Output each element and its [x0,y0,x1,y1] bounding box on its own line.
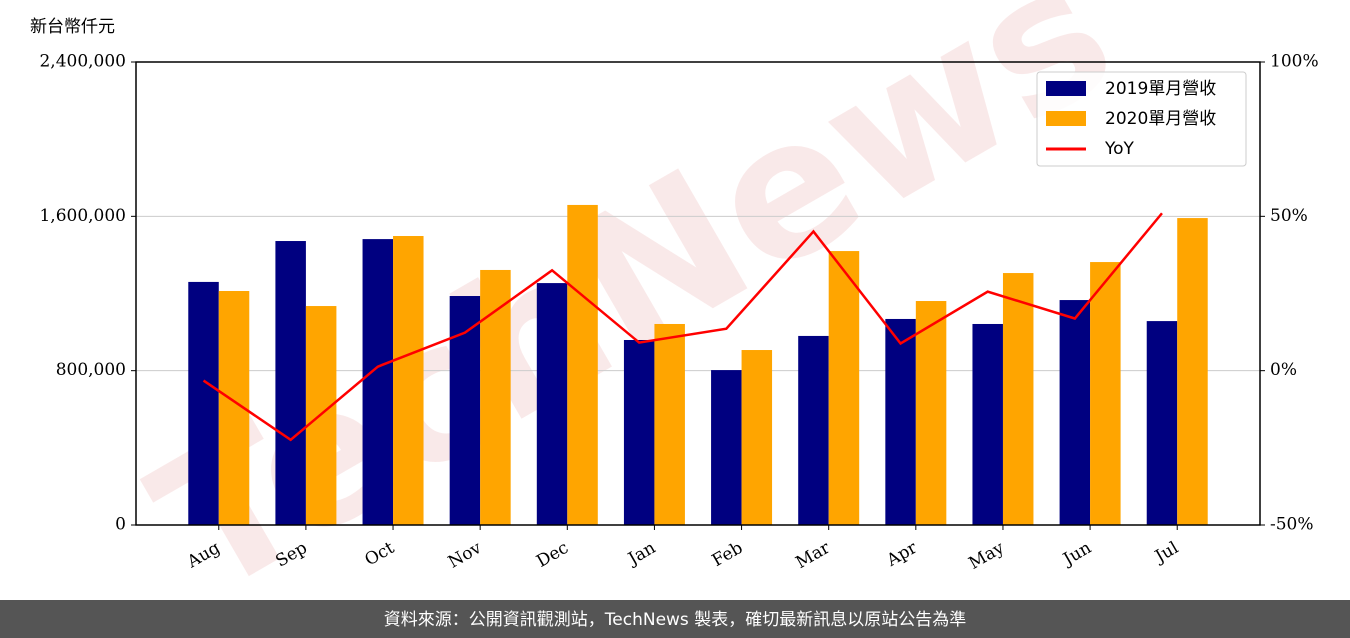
y-tick-label: 1,600,000 [39,206,126,226]
y-tick-label: 800,000 [56,360,126,380]
legend-label: YoY [1104,139,1135,159]
y-tick-label: 2,400,000 [39,52,126,72]
legend-swatch [1046,81,1086,96]
bar [449,296,481,525]
bar [1146,321,1178,525]
bar [885,318,916,525]
x-tick-label: Feb [709,538,747,571]
bar [1090,262,1121,525]
bar [623,339,655,525]
legend-label: 2020單月營收 [1105,109,1216,129]
y2-tick-label: 50% [1270,206,1308,226]
bar [798,335,829,525]
x-tick-label: Jan [623,538,659,570]
bar [393,236,424,525]
x-tick-label: Nov [445,538,485,573]
y2-tick-label: 100% [1270,52,1319,72]
x-tick-label: Mar [793,537,835,573]
x-tick-label: Apr [883,537,922,571]
bar [536,283,568,525]
legend-swatch [1046,111,1086,126]
x-tick-label: May [966,538,1009,574]
bar [275,241,306,525]
bar [741,350,773,525]
line [202,212,1163,442]
plot-frame [135,61,1261,526]
y2-tick-label: -50% [1270,515,1314,535]
x-tick-label: Dec [533,538,572,572]
y2-tick-label: 0% [1270,360,1297,380]
footer-band [0,600,1350,638]
plot: 0 800,000 1,600,000 2,400,000 -50% 0% 50% 100% A… [39,52,1318,574]
footer: 資料來源：公開資訊觀測站，TechNews 製表，確切最新訊息以原站公告為準 [384,610,966,630]
y-axis-label: 新台幣仟元 [30,17,115,37]
y-tick-label: 0 [115,515,126,535]
bar [828,251,860,525]
x-tick-label: Jun [1058,538,1095,571]
x-tick-label: Jul [1150,538,1182,568]
bar [362,239,394,525]
bar [1059,300,1091,525]
bar [915,301,947,525]
bar [654,323,685,525]
legend [1036,71,1247,167]
legend-label: 2019單月營收 [1105,79,1216,99]
bar [188,281,219,525]
bar [1002,273,1034,525]
bar [1177,218,1208,525]
bar [972,323,1003,525]
bar [567,204,598,526]
bar [711,370,742,525]
bar [480,269,511,525]
